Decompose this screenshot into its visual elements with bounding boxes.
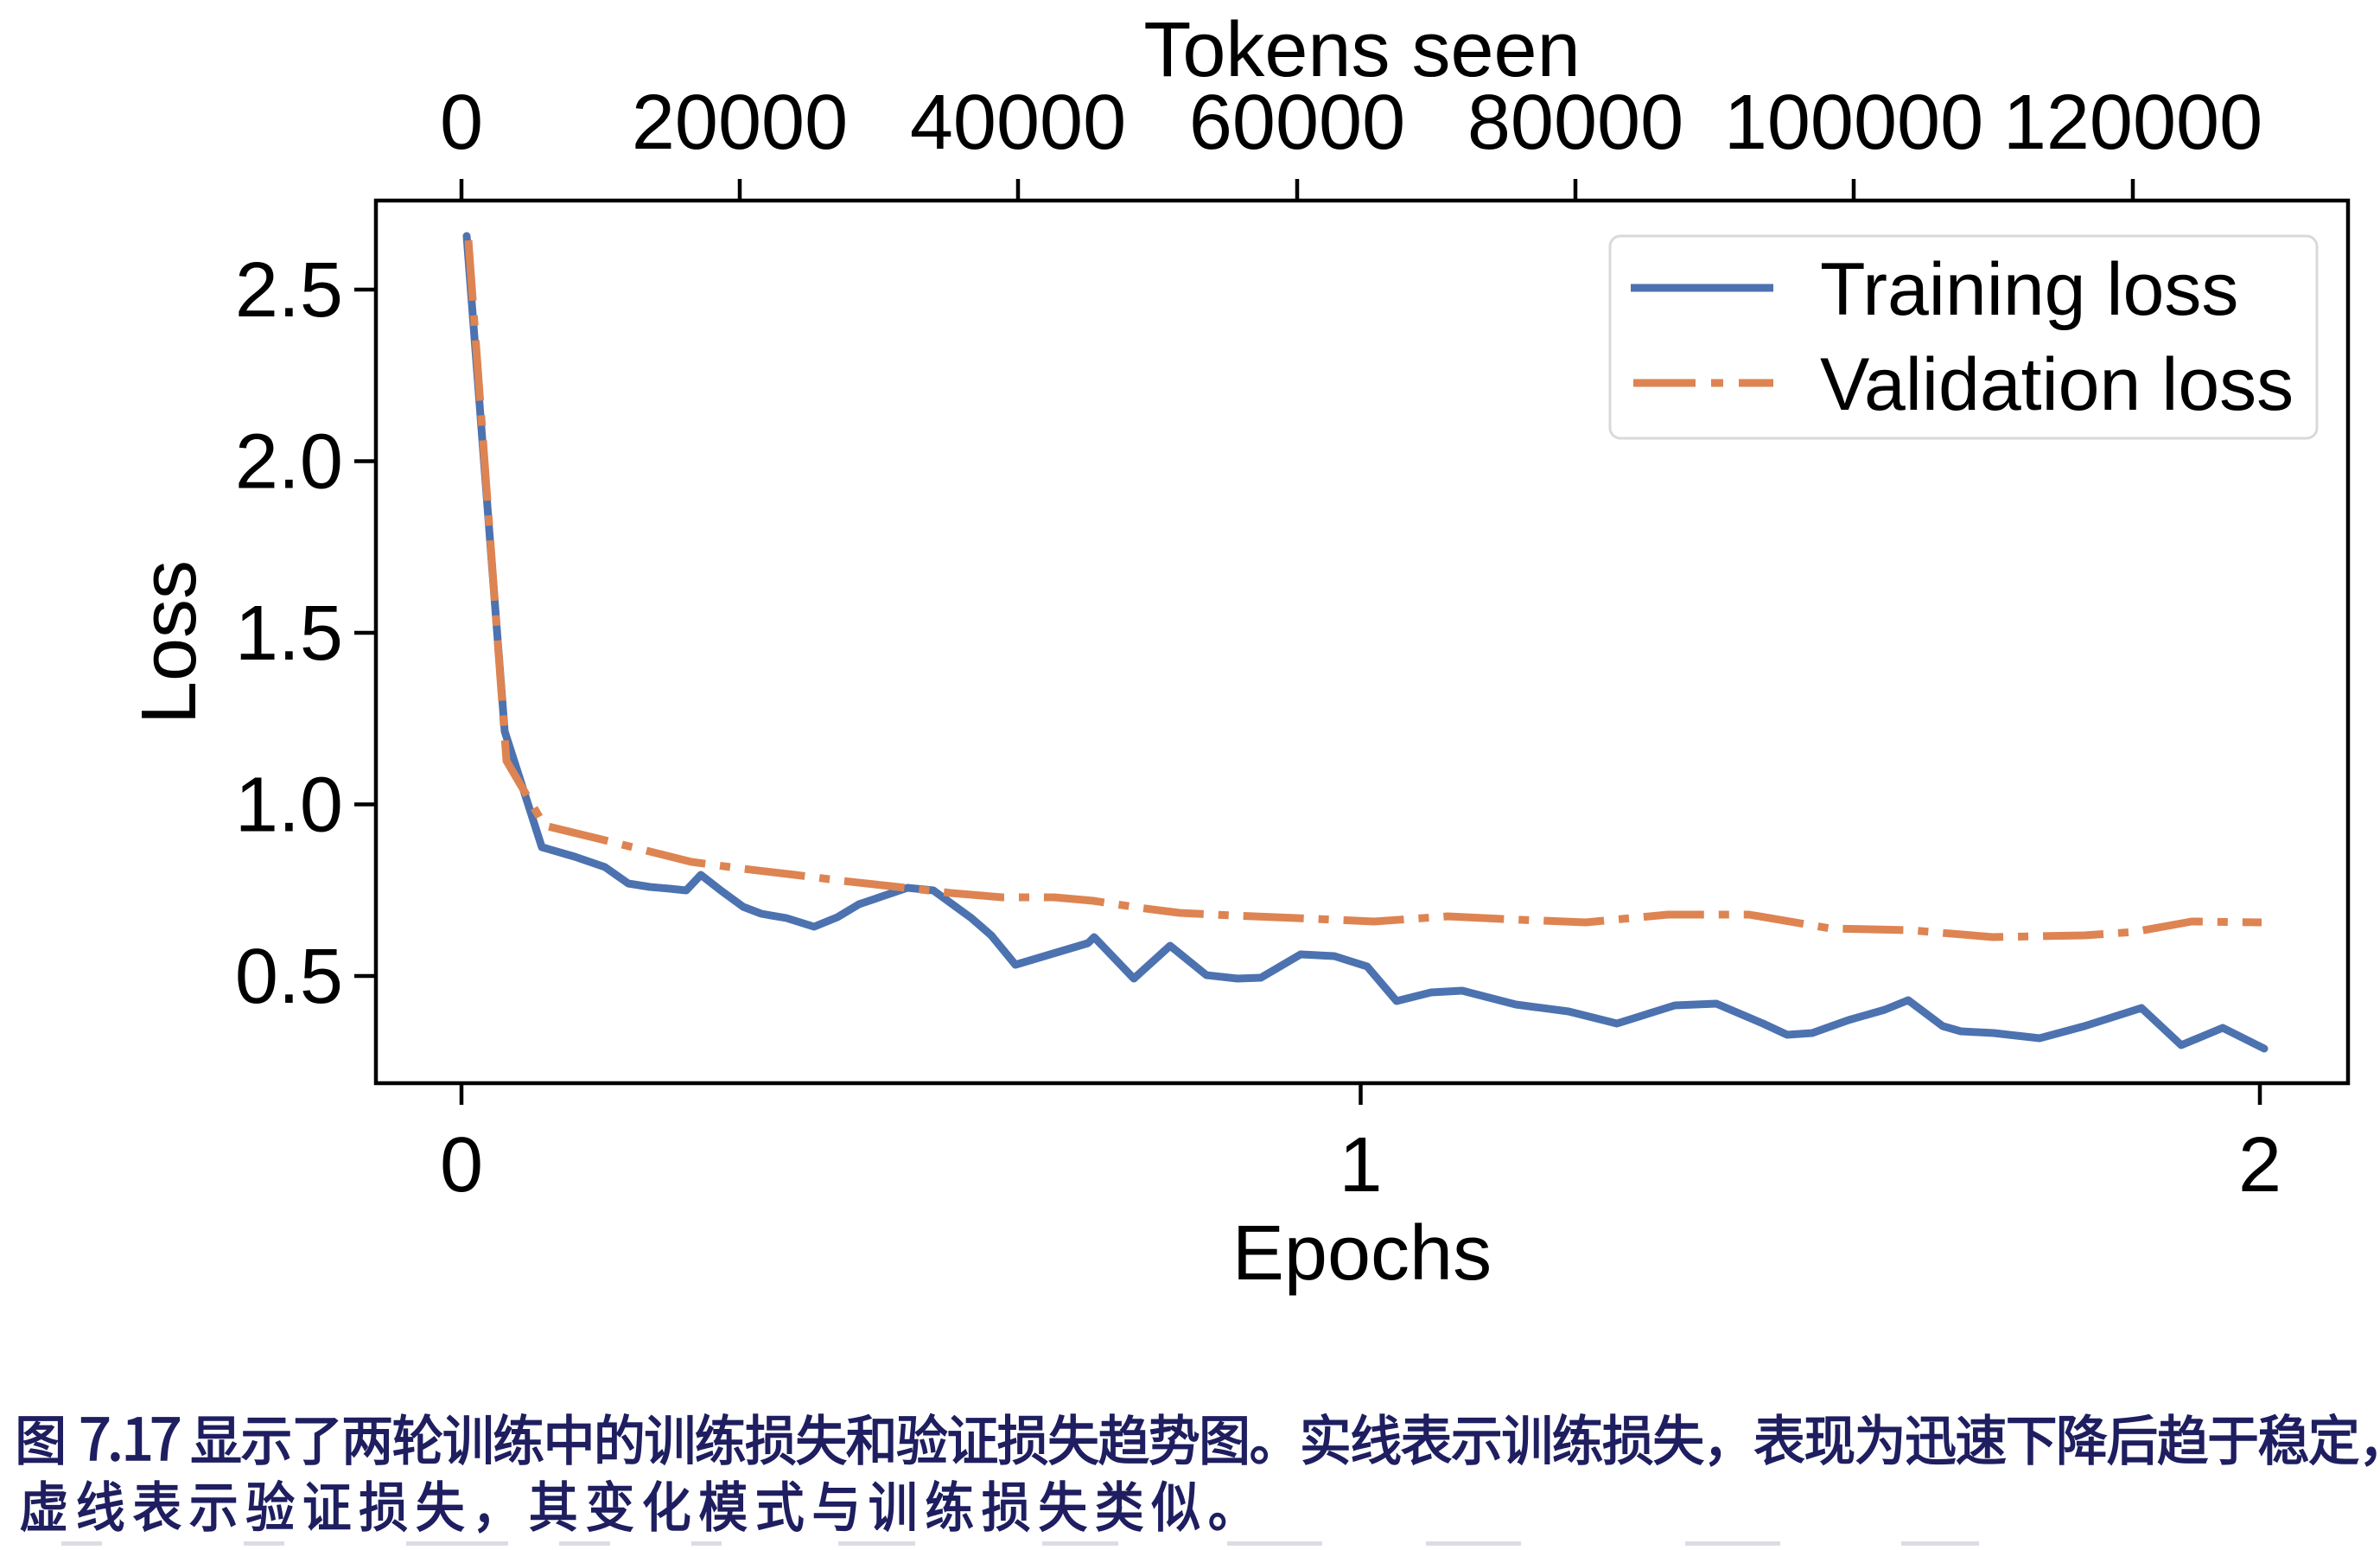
svg-text:Training loss: Training loss	[1820, 248, 2238, 331]
svg-text:2.0: 2.0	[235, 419, 343, 506]
svg-text:Epochs: Epochs	[1232, 1210, 1492, 1297]
svg-text:20000: 20000	[632, 80, 848, 166]
svg-text:Tokens seen: Tokens seen	[1143, 7, 1580, 93]
svg-text:0: 0	[440, 80, 483, 166]
svg-text:60000: 60000	[1189, 80, 1405, 166]
svg-text:1.0: 1.0	[235, 762, 343, 849]
svg-text:Validation loss: Validation loss	[1820, 343, 2294, 426]
svg-text:0.5: 0.5	[235, 934, 343, 1020]
svg-text:0: 0	[440, 1122, 483, 1209]
svg-text:2: 2	[2238, 1122, 2281, 1209]
svg-text:1: 1	[1339, 1122, 1382, 1209]
svg-text:Loss: Loss	[126, 560, 213, 724]
svg-text:40000: 40000	[910, 80, 1126, 166]
svg-text:80000: 80000	[1467, 80, 1683, 166]
svg-text:1.5: 1.5	[235, 590, 343, 677]
svg-text:120000: 120000	[2003, 80, 2262, 166]
svg-text:100000: 100000	[1724, 80, 1983, 166]
svg-text:2.5: 2.5	[235, 247, 343, 334]
